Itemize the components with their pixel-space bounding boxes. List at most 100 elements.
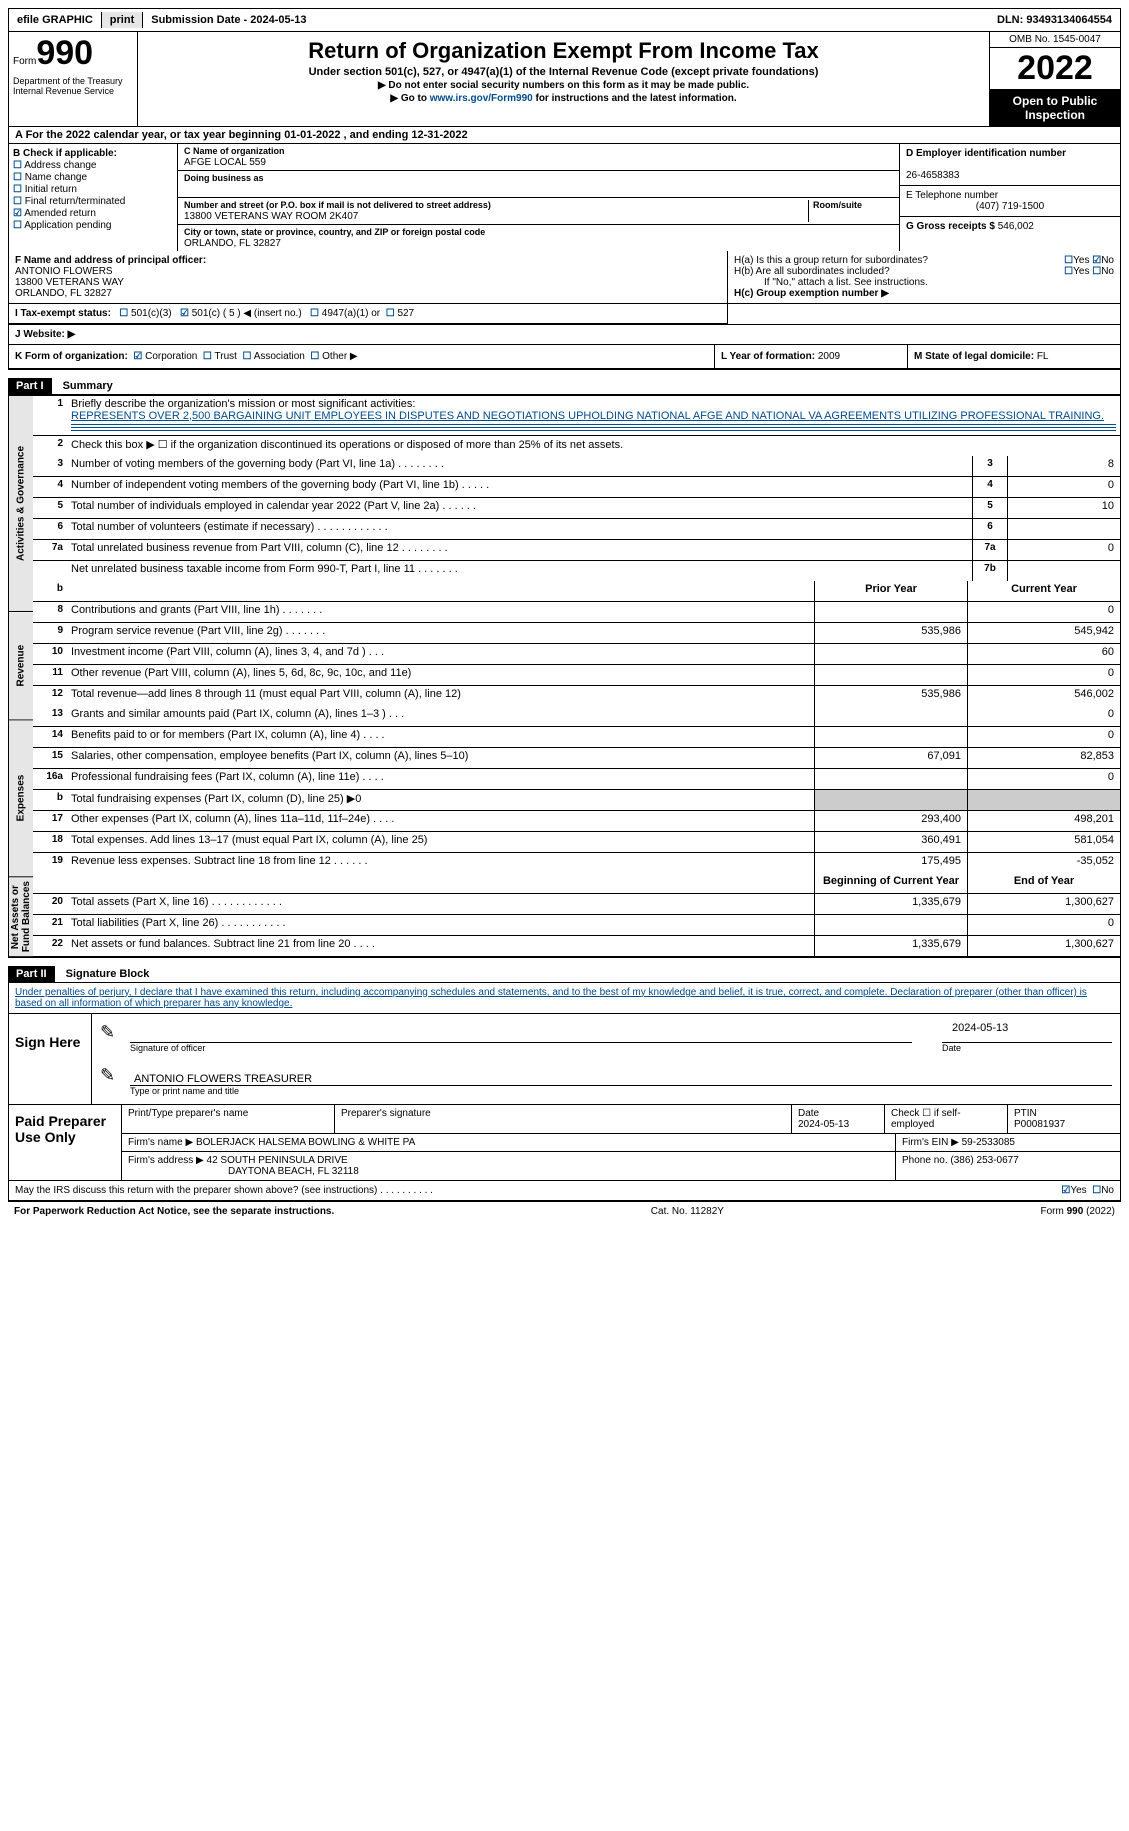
ck-corp[interactable]: ☑ xyxy=(133,351,142,362)
firm-addr2: DAYTONA BEACH, FL 32118 xyxy=(128,1166,359,1177)
hb-yes[interactable]: ☐ xyxy=(1064,266,1073,277)
bottom-q: May the IRS discuss this return with the… xyxy=(8,1181,1121,1201)
dln-label: DLN: 93493134064554 xyxy=(989,12,1120,28)
m-lbl: M State of legal domicile: xyxy=(914,351,1034,362)
colb-item-2[interactable]: ☐ Initial return xyxy=(13,184,173,195)
line-16a: 16aProfessional fundraising fees (Part I… xyxy=(33,769,1120,790)
line-17: 17Other expenses (Part IX, column (A), l… xyxy=(33,811,1120,832)
self-emp[interactable]: Check ☐ if self-employed xyxy=(885,1105,1008,1133)
i-cell: I Tax-exempt status: ☐ 501(c)(3) ☑ 501(c… xyxy=(9,304,728,324)
form-header: Form990 Department of the Treasury Inter… xyxy=(8,32,1121,127)
ck-501c[interactable]: ☑ xyxy=(180,308,189,319)
prior-hdr: Prior Year xyxy=(814,581,967,601)
k-cell: K Form of organization: ☑ Corporation ☐ … xyxy=(9,345,714,368)
sum-content: 1 Briefly describe the organization's mi… xyxy=(33,396,1120,956)
line-20: 20Total assets (Part X, line 16) . . . .… xyxy=(33,894,1120,915)
m-cell: M State of legal domicile: FL xyxy=(907,345,1120,368)
part2-bar: Part II Signature Block xyxy=(8,957,1121,983)
line-22: 22Net assets or fund balances. Subtract … xyxy=(33,936,1120,956)
side-net: Net Assets or Fund Balances xyxy=(9,878,33,956)
hb-no[interactable]: ☐ xyxy=(1092,266,1101,277)
print-button[interactable]: print xyxy=(102,12,143,28)
tax-year: 2022 xyxy=(990,48,1120,90)
top-bar: efile GRAPHIC print Submission Date - 20… xyxy=(8,8,1121,32)
firm-ein-lbl: Firm's EIN ▶ xyxy=(902,1137,959,1148)
c-room-lbl: Room/suite xyxy=(813,200,862,210)
ha-yes[interactable]: ☐ xyxy=(1064,255,1073,266)
col-hdr-row: b Prior Year Current Year xyxy=(33,581,1120,602)
firm-ein: 59-2533085 xyxy=(962,1137,1015,1148)
row-ij: I Tax-exempt status: ☐ 501(c)(3) ☑ 501(c… xyxy=(8,304,1121,325)
prep-hdr: Paid Preparer Use Only xyxy=(9,1105,122,1180)
colb-item-0[interactable]: ☐ Address change xyxy=(13,160,173,171)
decl-text: Under penalties of perjury, I declare th… xyxy=(8,983,1121,1014)
f-cell: F Name and address of principal officer:… xyxy=(9,251,728,303)
hb-lbl: H(b) Are all subordinates included? xyxy=(734,266,890,277)
line-13: 13Grants and similar amounts paid (Part … xyxy=(33,706,1120,727)
date-lbl: Date xyxy=(942,1043,1112,1053)
prep-right: Print/Type preparer's name Preparer's si… xyxy=(122,1105,1120,1180)
instr2-pre: ▶ Go to xyxy=(390,93,429,104)
c-city-val: ORLANDO, FL 32827 xyxy=(184,238,281,249)
discuss-q: May the IRS discuss this return with the… xyxy=(15,1185,1061,1196)
line-19: 19Revenue less expenses. Subtract line 1… xyxy=(33,853,1120,873)
firm-name-lbl: Firm's name ▶ xyxy=(128,1137,193,1148)
line-21: 21Total liabilities (Part X, line 26) . … xyxy=(33,915,1120,936)
footer: For Paperwork Reduction Act Notice, see … xyxy=(8,1201,1121,1221)
l-lbl: L Year of formation: xyxy=(721,351,815,362)
prep-row: Paid Preparer Use Only Print/Type prepar… xyxy=(8,1105,1121,1181)
sign-right: ✎ Signature of officer 2024-05-13 Date ✎… xyxy=(92,1014,1120,1104)
colb-item-4[interactable]: ☑ Amended return xyxy=(13,208,173,219)
row-fh: F Name and address of principal officer:… xyxy=(8,251,1121,304)
e-val: (407) 719-1500 xyxy=(906,201,1114,212)
irs-link[interactable]: www.irs.gov/Form990 xyxy=(430,93,533,104)
firm-name: BOLERJACK HALSEMA BOWLING & WHITE PA xyxy=(196,1137,415,1148)
line-7a: 7aTotal unrelated business revenue from … xyxy=(33,540,1120,561)
side-labels: Activities & Governance Revenue Expenses… xyxy=(9,396,33,956)
ck-527[interactable]: ☐ xyxy=(386,308,395,319)
sign-row: Sign Here ✎ Signature of officer 2024-05… xyxy=(8,1014,1121,1105)
hc-lbl: H(c) Group exemption number ▶ xyxy=(734,288,889,299)
begin-hdr: Beginning of Current Year xyxy=(814,873,967,893)
hc-spacer xyxy=(728,304,1120,324)
decl: Under penalties of perjury, I declare th… xyxy=(15,987,1087,1009)
ck-4947[interactable]: ☐ xyxy=(310,308,319,319)
ck-assoc[interactable]: ☐ xyxy=(242,351,251,362)
submission-date: Submission Date - 2024-05-13 xyxy=(143,12,314,28)
ha-no[interactable]: ☑ xyxy=(1092,255,1101,266)
c-name-lbl: C Name of organization xyxy=(184,146,285,156)
ck-other[interactable]: ☐ xyxy=(310,351,319,362)
line1-val: REPRESENTS OVER 2,500 BARGAINING UNIT EM… xyxy=(71,410,1104,422)
m-val: FL xyxy=(1037,351,1049,362)
form-word: Form xyxy=(13,56,36,67)
i-lbl: I Tax-exempt status: xyxy=(15,308,111,319)
f-lbl: F Name and address of principal officer: xyxy=(15,255,206,266)
row-klm: K Form of organization: ☑ Corporation ☐ … xyxy=(8,345,1121,369)
ck-501c3[interactable]: ☐ xyxy=(119,308,128,319)
pen-icon-2: ✎ xyxy=(100,1065,115,1086)
main-title: Return of Organization Exempt From Incom… xyxy=(142,38,985,64)
col-b-label: B Check if applicable: xyxy=(13,148,117,159)
discuss-no[interactable]: ☐ xyxy=(1092,1185,1101,1196)
colb-item-3[interactable]: ☐ Final return/terminated xyxy=(13,196,173,207)
firm-addr1: 42 SOUTH PENINSULA DRIVE xyxy=(207,1155,348,1166)
efile-label: efile GRAPHIC xyxy=(9,12,102,28)
c-addr-val: 13800 VETERANS WAY ROOM 2K407 xyxy=(184,211,358,222)
d-lbl: D Employer identification number xyxy=(906,148,1066,159)
sig-date-val: 2024-05-13 xyxy=(952,1022,1008,1034)
open-public: Open to Public Inspection xyxy=(990,90,1120,126)
c-name-val: AFGE LOCAL 559 xyxy=(184,157,266,168)
ck-trust[interactable]: ☐ xyxy=(203,351,212,362)
pt-name-lbl: Print/Type preparer's name xyxy=(122,1105,335,1133)
line2: 2 Check this box ▶ ☐ if the organization… xyxy=(33,436,1120,456)
d-val: 26-4658383 xyxy=(906,170,959,181)
part2-hdr: Part II xyxy=(8,966,55,982)
type-lbl: Type or print name and title xyxy=(130,1086,1112,1096)
f-addr1: 13800 VETERANS WAY xyxy=(15,277,124,288)
colb-item-1[interactable]: ☐ Name change xyxy=(13,172,173,183)
col-b: B Check if applicable: ☐ Address change☐… xyxy=(9,144,178,251)
discuss-yes[interactable]: ☑ xyxy=(1061,1185,1070,1196)
prep-date-val: 2024-05-13 xyxy=(798,1119,849,1130)
colb-item-5[interactable]: ☐ Application pending xyxy=(13,220,173,231)
line-3: 3Number of voting members of the governi… xyxy=(33,456,1120,477)
